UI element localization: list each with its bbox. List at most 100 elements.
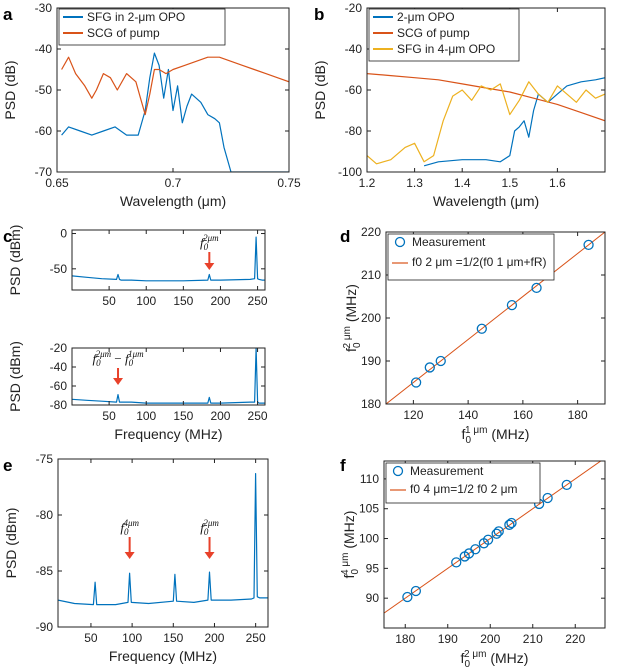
x-tick-label-c_top-3: 200: [210, 294, 230, 308]
y-tick-label-d-2: 200: [361, 311, 381, 325]
series-line-c_top-0: [72, 236, 265, 282]
y-tick-label-e-0: -90: [36, 620, 54, 634]
axes-frame-c_top: [71, 229, 266, 291]
y-tick-label-c_bottom-1: -60: [50, 379, 68, 393]
panel-letter-c: c: [3, 227, 12, 246]
data-point-f-7: [482, 534, 494, 545]
chart-panel-d: d 120 140 160 180 180 190 200 210 220 f01 μm (MHz)…: [340, 225, 606, 446]
y-tick-label-b-1: -80: [345, 124, 363, 138]
annotation-c_top-0: f02μm: [200, 233, 219, 270]
chart-panel-b: b 1.2 1.3 1.4 1.5 1.6 -100 -80 -60 -40 -20 Waveleng…: [312, 1, 606, 209]
legend-b: 2-μm OPO SCG of pump SFG in 4-μm OPO: [368, 8, 520, 62]
x-tick-label-a-0: 0.65: [45, 176, 69, 190]
annotation-label-e-1: f02μm: [200, 518, 219, 537]
data-point-f-13: [542, 492, 553, 504]
series-line-b-2: [367, 81, 605, 165]
x-tick-label-c_bottom-0: 50: [102, 409, 116, 423]
legend-entry-b-0: 2-μm OPO: [397, 10, 455, 24]
data-point-d-5: [531, 282, 542, 294]
x-tick-label-f-4: 220: [565, 632, 585, 646]
y-tick-label-e-3: -75: [36, 452, 54, 466]
y-tick-label-f-1: 95: [366, 561, 380, 575]
legend-box-b: [368, 8, 520, 62]
y-axis-label-c_bottom: PSD (dBm): [7, 341, 23, 412]
legend-entry-b-1: SCG of pump: [397, 26, 470, 40]
legend-entry-f-0: Measurement: [410, 464, 484, 478]
y-tick-label-a-1: -60: [35, 124, 53, 138]
legend-box-d: [387, 233, 555, 281]
x-tick-label-a-2: 0.75: [277, 176, 301, 190]
y-tick-label-f-3: 105: [359, 502, 379, 516]
x-tick-label-c_top-4: 250: [248, 294, 268, 308]
y-tick-label-c_top-0: -50: [50, 262, 68, 276]
x-tick-label-b-3: 1.5: [501, 176, 518, 190]
data-point-d-2: [435, 355, 446, 367]
x-tick-label-e-4: 250: [246, 631, 266, 645]
annotation-label-c_top-0: f02μm: [200, 233, 219, 252]
legend-entry-d-1: f0 2 μm =1/2(f0 1 μm+fR): [412, 255, 547, 269]
annotation-arrowhead-e-1: [204, 552, 215, 559]
y-tick-label-a-4: -30: [35, 1, 53, 15]
x-tick-label-b-1: 1.3: [406, 176, 423, 190]
data-point-f-9: [493, 526, 504, 537]
legend-box-a: [58, 8, 226, 46]
y-tick-label-f-2: 100: [359, 532, 379, 546]
x-tick-label-c_bottom-4: 250: [248, 409, 268, 423]
x-tick-label-b-0: 1.2: [359, 176, 376, 190]
axes-frame-f: [383, 460, 606, 629]
chart-panel-e: e 50 100 150 200 250 -90 -85 -80 -75 Frequency (MH…: [3, 452, 269, 664]
y-tick-label-e-2: -80: [36, 508, 54, 522]
x-tick-label-b-4: 1.6: [549, 176, 566, 190]
chart-panel-a: a 0.65 0.7 0.75 -70 -60 -50 -40 -30 Wavelength (μ…: [2, 1, 301, 209]
x-tick-label-f-0: 180: [395, 632, 415, 646]
series-line-e-0: [58, 473, 268, 606]
x-tick-label-e-0: 50: [84, 631, 98, 645]
panel-letter-d: d: [340, 227, 350, 246]
series-line-a-0: [61, 52, 289, 172]
x-tick-label-c_bottom-3: 200: [210, 409, 230, 423]
legend-swatch-d-0: [394, 236, 406, 248]
data-point-d-3: [476, 323, 487, 334]
y-tick-label-e-1: -85: [36, 564, 54, 578]
x-tick-label-f-1: 190: [438, 632, 458, 646]
chart-panel-c_bottom: 50 100 150 200 250 -80 -60 -40 -20 Frequency (MHz…: [7, 341, 268, 442]
data-point-f-2: [451, 557, 462, 568]
y-tick-label-b-3: -40: [345, 42, 363, 56]
x-tick-label-c_top-1: 100: [136, 294, 156, 308]
data-point-d-6: [583, 239, 594, 251]
annotation-e-0: f04μm: [120, 518, 139, 559]
legend-box-f: [385, 462, 541, 504]
annotation-label-e-0: f04μm: [120, 518, 139, 537]
x-axis-label-b: Wavelength (μm): [433, 193, 539, 209]
panel-letter-a: a: [3, 5, 13, 24]
x-axis-label-a: Wavelength (μm): [120, 193, 226, 209]
y-tick-label-d-3: 210: [361, 268, 381, 282]
annotation-arrowhead-e-0: [124, 552, 135, 559]
data-point-f-5: [470, 544, 481, 555]
series-line-c_bottom-0: [72, 348, 265, 404]
series-line-b-1: [367, 73, 605, 122]
legend-entry-a-0: SFG in 2-μm OPO: [87, 10, 185, 24]
x-tick-label-d-0: 120: [403, 408, 423, 422]
y-tick-label-b-0: -100: [338, 165, 362, 179]
y-tick-label-b-2: -60: [345, 83, 363, 97]
chart-panel-c_top: c 50 100 150 200 250 -50 0 PSD (dBm) f02μm: [3, 225, 268, 308]
x-tick-label-e-3: 200: [204, 631, 224, 645]
x-tick-label-b-2: 1.4: [454, 176, 471, 190]
y-axis-label-d: f02 μm (MHz): [342, 284, 363, 352]
data-point-f-11: [506, 517, 517, 529]
axes-frame-e: [57, 458, 269, 628]
x-axis-label-e: Frequency (MHz): [109, 648, 217, 664]
x-tick-label-f-3: 210: [523, 632, 543, 646]
x-tick-label-e-1: 100: [122, 631, 142, 645]
annotation-arrowhead-c_bottom-0: [113, 378, 124, 385]
x-tick-label-c_bottom-2: 150: [173, 409, 193, 423]
annotation-label-c_bottom-0: f02μm − f01μm: [92, 349, 144, 368]
axes-frame-c_bottom: [71, 347, 266, 406]
y-tick-label-f-4: 110: [360, 472, 379, 486]
x-tick-label-d-3: 180: [568, 408, 588, 422]
x-tick-label-c_top-2: 150: [173, 294, 193, 308]
y-tick-label-a-2: -50: [35, 83, 53, 97]
data-point-f-0: [402, 591, 413, 603]
x-tick-label-d-1: 140: [458, 408, 478, 422]
